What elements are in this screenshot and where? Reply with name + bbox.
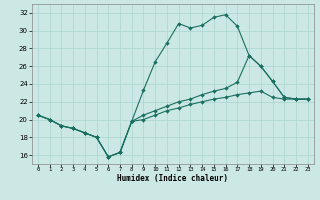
X-axis label: Humidex (Indice chaleur): Humidex (Indice chaleur) — [117, 174, 228, 183]
